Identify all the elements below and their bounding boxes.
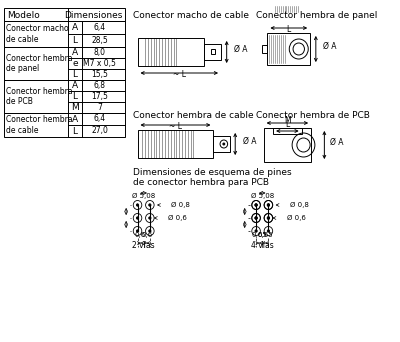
Text: A: A: [72, 48, 78, 57]
Circle shape: [267, 204, 270, 206]
Text: 6,4: 6,4: [94, 115, 106, 123]
Text: Conector macho
de cable: Conector macho de cable: [6, 24, 68, 44]
Text: Ø 5,08: Ø 5,08: [132, 193, 155, 199]
Text: e: e: [72, 59, 78, 68]
Bar: [4, 113, 125, 137]
Text: Conector hembra de cable: Conector hembra de cable: [133, 111, 254, 120]
Text: Ø A: Ø A: [243, 137, 256, 146]
Bar: [204, 44, 221, 60]
Text: Ø A: Ø A: [330, 138, 344, 147]
Text: 6,8: 6,8: [94, 81, 106, 90]
Circle shape: [149, 204, 151, 206]
Text: L: L: [72, 92, 78, 101]
Text: 15,5: 15,5: [91, 70, 108, 79]
Circle shape: [267, 204, 270, 206]
Text: 6,4: 6,4: [94, 23, 106, 32]
Text: 28,5: 28,5: [91, 36, 108, 45]
Circle shape: [149, 230, 151, 232]
Bar: [210, 49, 215, 54]
Circle shape: [136, 217, 139, 219]
Circle shape: [267, 217, 270, 219]
Text: Ø 5,08: Ø 5,08: [251, 193, 274, 199]
Text: A: A: [72, 115, 78, 123]
Text: Ø 0,8: Ø 0,8: [290, 202, 309, 208]
Text: Conector hembra
de panel: Conector hembra de panel: [6, 54, 72, 73]
Circle shape: [149, 217, 151, 219]
Text: ~ L: ~ L: [169, 122, 182, 131]
Text: 8,0: 8,0: [94, 48, 106, 57]
Text: 27,0: 27,0: [91, 127, 108, 135]
Text: 0,6: 0,6: [135, 232, 146, 238]
Text: L: L: [72, 70, 78, 79]
Circle shape: [136, 230, 139, 232]
Circle shape: [255, 217, 257, 219]
Text: Conector hembra
de cable: Conector hembra de cable: [6, 115, 72, 135]
Text: L: L: [285, 120, 290, 129]
Bar: [273, 128, 302, 134]
Text: 4 vías: 4 vías: [251, 241, 274, 250]
Bar: [4, 8, 125, 21]
Bar: [138, 130, 213, 158]
Circle shape: [267, 217, 270, 219]
Text: M: M: [71, 103, 79, 112]
Text: A: A: [72, 23, 78, 32]
Text: Ø A: Ø A: [234, 45, 248, 54]
Bar: [268, 33, 310, 65]
Text: Conector hembra de PCB: Conector hembra de PCB: [256, 111, 370, 120]
Text: 0,6: 0,6: [141, 232, 152, 238]
Text: A: A: [72, 81, 78, 90]
Text: L: L: [72, 36, 78, 45]
Circle shape: [255, 204, 257, 206]
Text: M7 x 0,5: M7 x 0,5: [83, 59, 116, 68]
Text: 0,65: 0,65: [258, 232, 273, 238]
Text: Dimensiones de esquema de pines
de conector hembra para PCB: Dimensiones de esquema de pines de conec…: [133, 168, 292, 187]
Text: ~ L: ~ L: [173, 70, 186, 79]
Text: Ø 0,6: Ø 0,6: [168, 215, 187, 221]
Text: Conector hembra de panel: Conector hembra de panel: [256, 11, 378, 20]
Bar: [138, 38, 204, 66]
Text: Ø A: Ø A: [324, 42, 337, 51]
Bar: [262, 45, 268, 53]
Circle shape: [255, 230, 257, 232]
Circle shape: [255, 204, 257, 206]
Text: Dimensiones: Dimensiones: [64, 11, 122, 20]
Text: 7: 7: [97, 103, 102, 112]
Bar: [213, 136, 230, 152]
Text: 0,65: 0,65: [251, 232, 267, 238]
Text: Ø 0,6: Ø 0,6: [287, 215, 306, 221]
Text: L: L: [72, 127, 78, 135]
Text: Modelo: Modelo: [8, 11, 40, 20]
Text: L: L: [287, 25, 291, 34]
Text: Conector macho de cable: Conector macho de cable: [133, 11, 249, 20]
Circle shape: [223, 143, 225, 145]
Circle shape: [255, 217, 257, 219]
Text: Ø 0,8: Ø 0,8: [171, 202, 190, 208]
Circle shape: [267, 230, 270, 232]
Text: 2 vías: 2 vías: [132, 241, 155, 250]
Text: 17,5: 17,5: [91, 92, 108, 101]
Text: M: M: [284, 116, 291, 125]
Bar: [4, 47, 125, 80]
Circle shape: [136, 204, 139, 206]
Bar: [264, 128, 311, 162]
Text: Conector hembra
de PCB: Conector hembra de PCB: [6, 87, 72, 106]
Bar: [4, 80, 125, 113]
Bar: [4, 21, 125, 47]
